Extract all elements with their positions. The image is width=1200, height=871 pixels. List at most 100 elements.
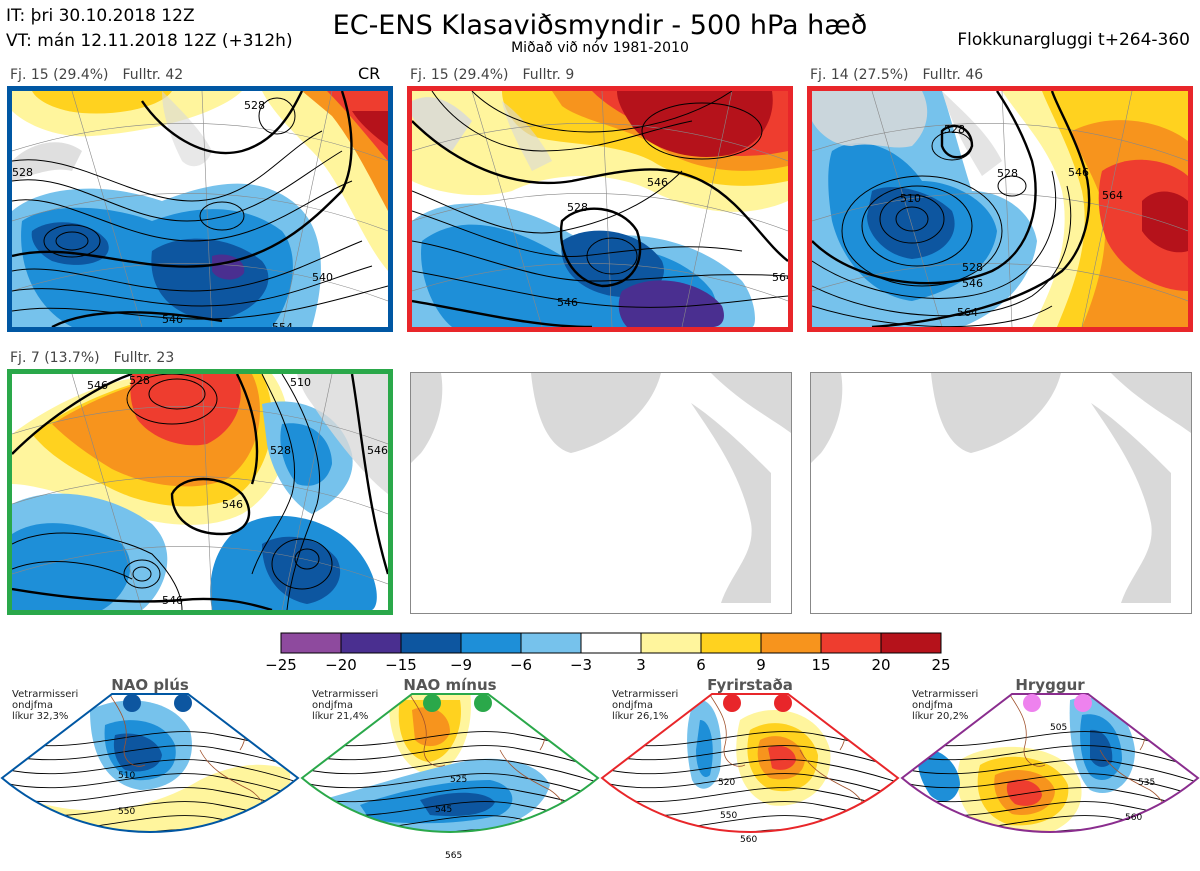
regime-frequency: Vetrarmisseri ondjfma líkur 20,2% — [912, 689, 978, 722]
regime-frequency-line: Vetrarmisseri — [12, 689, 79, 700]
regime-name: Hryggur — [1015, 676, 1085, 694]
cluster-2-map: 528 546 546 564 — [407, 86, 793, 332]
regime-frequency: Vetrarmisseri ondjfma líkur 26,1% — [612, 689, 678, 722]
colorbar-tick-label: 9 — [756, 656, 766, 674]
cluster-3-label: Fj. 14 (27.5%) Fulltr. 46 — [810, 67, 997, 83]
regime-contour-label: 560 — [740, 835, 757, 845]
colorbar-tick-label: 20 — [871, 656, 891, 674]
valid-time: VT: mán 12.11.2018 12Z (+312h) — [6, 31, 293, 51]
regime-contour-label: 505 — [1050, 723, 1067, 733]
regime-frequency: Vetrarmisseri ondjfma líkur 32,3% — [12, 689, 78, 722]
anomaly-colorbar — [280, 632, 942, 654]
regime-contour-label: 550 — [720, 811, 737, 821]
colorbar-swatch — [820, 632, 882, 654]
cluster-1-contour-label: 528 — [244, 99, 265, 112]
cluster-4-map: 546 528 510 528 546 546 546 — [7, 369, 393, 615]
cluster-1-rep: Fulltr. 42 — [122, 67, 184, 83]
regime-frequency-line: Vetrarmisseri — [912, 689, 979, 700]
cluster-4-contour-label: 528 — [129, 374, 150, 387]
regime-marker-dot — [423, 694, 441, 712]
colorbar-tick-label: 3 — [636, 656, 646, 674]
cluster-4-contour-label: 528 — [270, 444, 291, 457]
cluster-3-rep: Fulltr. 46 — [922, 67, 984, 83]
empty-map-panel — [810, 372, 1192, 614]
colorbar-tick-label: −3 — [569, 656, 593, 674]
regime-contour-label: 520 — [718, 778, 735, 788]
cluster-4-contour-label: 546 — [367, 444, 388, 457]
regime-frequency-line: ondjfma — [612, 700, 653, 711]
regime-marker-dot — [174, 694, 192, 712]
regime-name: NAO mínus — [403, 676, 497, 694]
cluster-1-count: Fj. 15 (29.4%) — [10, 67, 109, 83]
cluster-1-contour-label: 540 — [312, 271, 333, 284]
cluster-1-contour-label: 554 — [272, 321, 293, 327]
regime-marker-dot — [1074, 694, 1092, 712]
empty-map-panel — [410, 372, 792, 614]
cluster-1-badge: CR — [358, 64, 381, 83]
cluster-2-rep: Fulltr. 9 — [522, 67, 575, 83]
cluster-2-label: Fj. 15 (29.4%) Fulltr. 9 — [410, 67, 588, 83]
colorbar-swatch — [880, 632, 942, 654]
regime-map: 505 535 560 — [900, 693, 1200, 833]
regime-frequency: Vetrarmisseri ondjfma líkur 21,4% — [312, 689, 378, 722]
regime-map: 525 545 565 — [300, 693, 600, 861]
regime-name: Fyrirstaða — [707, 676, 793, 694]
cluster-3-count: Fj. 14 (27.5%) — [810, 67, 909, 83]
colorbar-tick-label: −25 — [265, 656, 297, 674]
cluster-4-label: Fj. 7 (13.7%) Fulltr. 23 — [10, 350, 188, 366]
regime-marker-dot — [774, 694, 792, 712]
colorbar-tick-label: 25 — [931, 656, 951, 674]
regime-frequency-line: ondjfma — [912, 700, 953, 711]
cluster-3-contour-label: 564 — [957, 306, 978, 319]
regime-map: 520 550 560 — [600, 693, 900, 845]
cluster-2-count: Fj. 15 (29.4%) — [410, 67, 509, 83]
regime-frequency-line: ondjfma — [312, 700, 353, 711]
cluster-3-contour-label: 528 — [997, 167, 1018, 180]
cluster-4-contour-label: 546 — [162, 594, 183, 607]
cluster-4-contour-label: 510 — [290, 376, 311, 389]
cluster-4-rep: Fulltr. 23 — [113, 350, 175, 366]
regime-contour-label: 550 — [118, 807, 135, 817]
colorbar-swatch — [520, 632, 582, 654]
cluster-2-contour-label: 564 — [772, 271, 788, 284]
regime-map: 510 550 — [0, 693, 300, 833]
page-subtitle: Miðað við nóv 1981-2010 — [511, 40, 689, 56]
regime-contour-label: 565 — [445, 851, 462, 861]
regime-marker-dot — [123, 694, 141, 712]
regime-name: NAO plús — [111, 676, 189, 694]
regime-frequency-line: líkur 20,2% — [912, 711, 969, 722]
colorbar-tick-label: 6 — [696, 656, 706, 674]
colorbar-swatch — [400, 632, 462, 654]
cluster-3-contour-label: 564 — [1102, 189, 1123, 202]
colorbar-swatch — [640, 632, 702, 654]
colorbar-tick-label: 15 — [811, 656, 831, 674]
regime-contour-label: 535 — [1138, 778, 1155, 788]
cluster-3-map: 528 528 510 528 546 546 564 564 — [807, 86, 1193, 332]
classification-window: Flokkunargluggi t+264-360 — [957, 30, 1190, 50]
regime-marker-dot — [474, 694, 492, 712]
colorbar-swatch — [280, 632, 342, 654]
init-time: IT: þri 30.10.2018 12Z — [6, 6, 195, 26]
cluster-4-count: Fj. 7 (13.7%) — [10, 350, 100, 366]
colorbar-swatch — [580, 632, 642, 654]
cluster-3-contour-label: 546 — [962, 277, 983, 290]
regime-frequency-line: Vetrarmisseri — [312, 689, 379, 700]
regime-contour-label: 545 — [435, 805, 452, 815]
cluster-2-contour-label: 528 — [567, 201, 588, 214]
colorbar-swatch — [460, 632, 522, 654]
cluster-1-contour-label: 528 — [12, 166, 33, 179]
regime-frequency-line: líkur 26,1% — [612, 711, 669, 722]
cluster-1-map: 528 528 540 546 554 528 — [7, 86, 393, 332]
colorbar-tick-label: −20 — [325, 656, 357, 674]
cluster-1-contour-label: 546 — [162, 313, 183, 326]
regime-marker-dot — [1023, 694, 1041, 712]
colorbar-tick-label: −9 — [449, 656, 473, 674]
page-title: EC-ENS Klasaviðsmyndir - 500 hPa hæð — [332, 10, 868, 41]
run-info: IT: þri 30.10.2018 12Z VT: mán 12.11.201… — [6, 4, 293, 54]
colorbar-tick-label: −15 — [385, 656, 417, 674]
cluster-4-contour-label: 546 — [87, 379, 108, 392]
regime-contour-label: 560 — [1125, 813, 1142, 823]
cluster-3-contour-label: 510 — [900, 192, 921, 205]
cluster-2-contour-label: 546 — [647, 176, 668, 189]
regime-frequency-line: Vetrarmisseri — [612, 689, 679, 700]
